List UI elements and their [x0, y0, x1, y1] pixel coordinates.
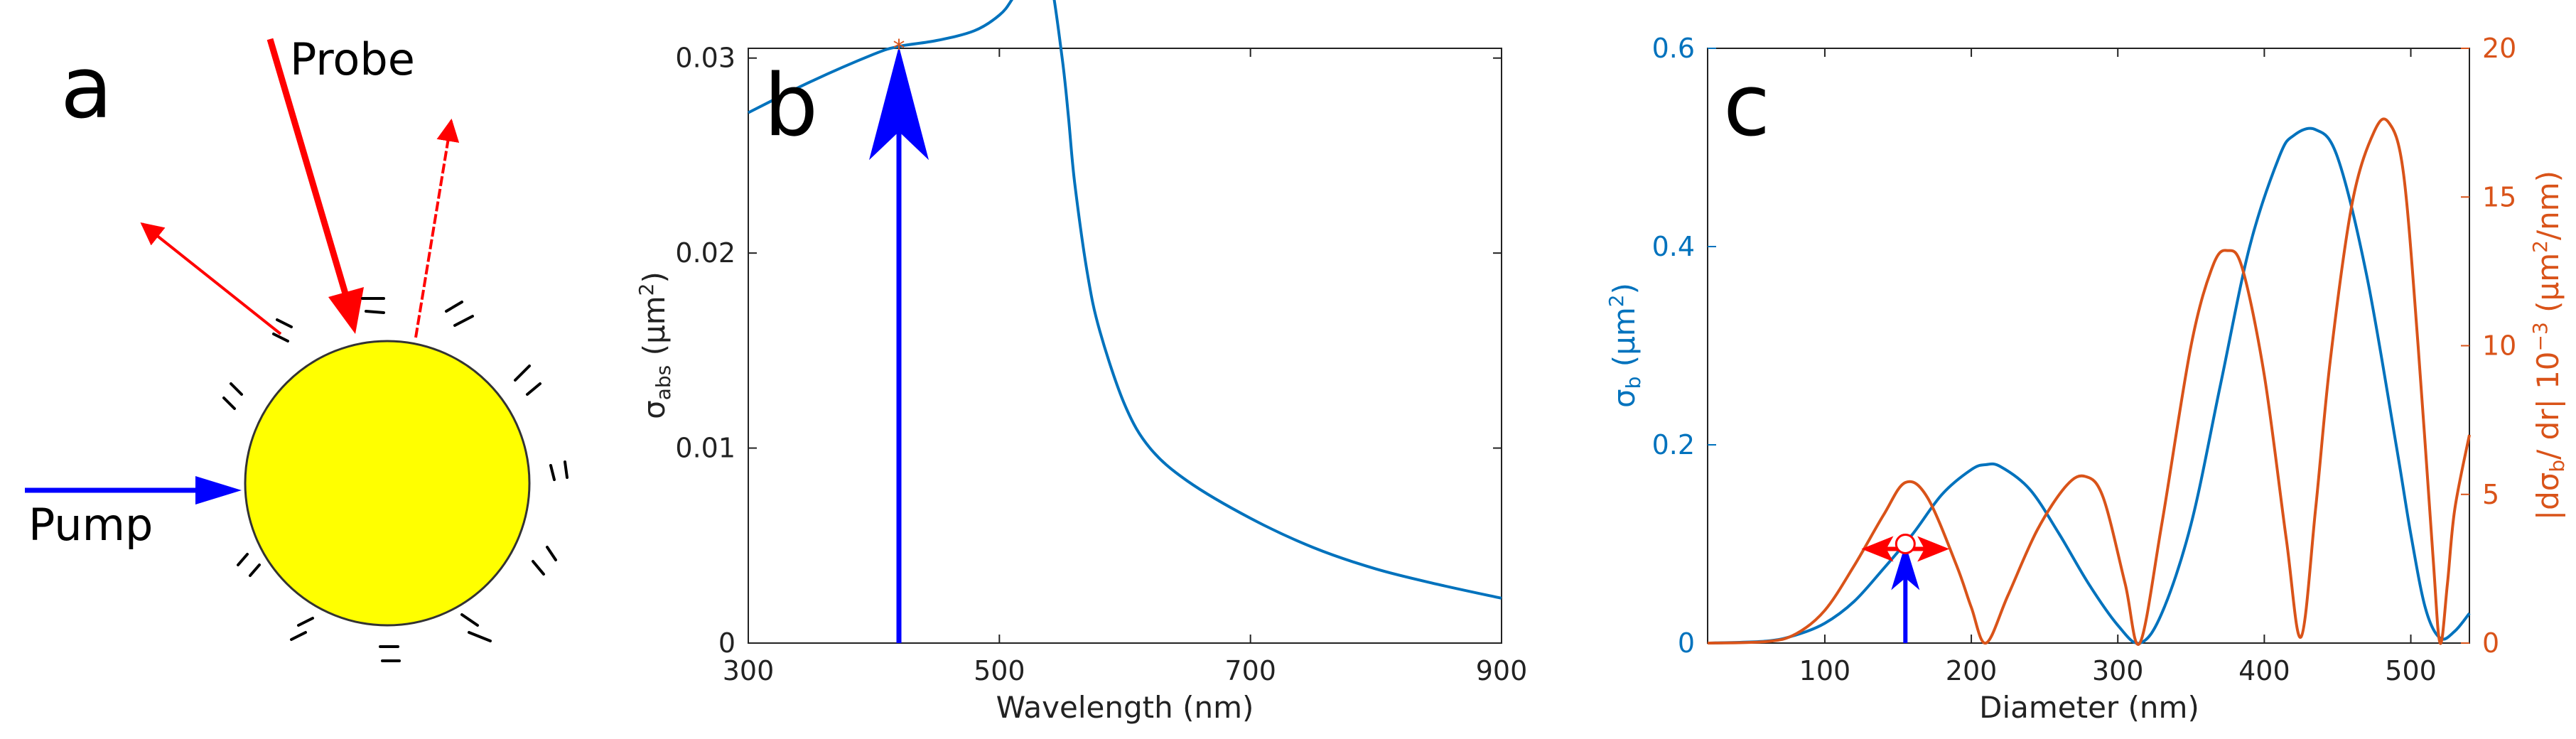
resonance-marker: *	[893, 34, 905, 63]
panel-b-ylabel: σabs (μm2)	[635, 271, 675, 419]
panel-b-xtick-label: 700	[1224, 655, 1276, 686]
panel-c-ytick-label-left: 0.2	[1652, 429, 1695, 460]
panel-a-letter: a	[60, 39, 113, 138]
pump-label: Pump	[28, 499, 153, 551]
reflected-ray-left	[140, 222, 282, 335]
panel-c-letter: c	[1723, 57, 1770, 156]
panel-c-axes: 100 200 300 400 500 0 0.2 0.4 0.6 0 5 10 15 20	[1652, 33, 2517, 686]
panel-b-xtick-label: 500	[974, 655, 1025, 686]
panel-b-plot-frame	[748, 48, 1502, 644]
panel-c-xtick-label: 300	[2092, 655, 2144, 686]
panel-c-xtick-label: 500	[2385, 655, 2437, 686]
size-distribution-arrow-head-right	[1917, 536, 1950, 562]
panel-b-axes: 300 500 700 900 0 0.01 0.02 0.03	[675, 43, 1527, 686]
probe-wavelength-arrow	[869, 46, 929, 643]
absorption-curve	[748, 0, 1502, 600]
panel-c-ytick-label-right: 0	[2482, 627, 2499, 659]
diameter-arrow-head	[1891, 544, 1920, 590]
panel-c-xtick-label: 400	[2238, 655, 2290, 686]
probe-arrow-shaft	[266, 38, 350, 300]
panel-b-ytick-label: 0.02	[675, 237, 735, 269]
panel-b-xtick-label: 900	[1476, 655, 1528, 686]
vibration-marks	[222, 297, 568, 662]
size-distribution-arrow-head-left	[1861, 536, 1894, 562]
panel-b-ytick-label: 0	[718, 627, 735, 659]
panel-c-annotations	[1861, 534, 1950, 643]
panel-c-xtick-label: 200	[1946, 655, 1998, 686]
panel-a: a Probe	[25, 33, 568, 662]
panel-c: 100 200 300 400 500 0 0.2 0.4 0.6 0 5 10 15 20 c Diam…	[1605, 33, 2569, 725]
panel-c-plot-frame	[1707, 48, 2470, 644]
panel-b-xtick-label: 300	[723, 655, 775, 686]
panel-c-ytick-label-right: 15	[2482, 181, 2516, 212]
panel-c-xtick-label: 100	[1799, 655, 1851, 686]
panel-c-ytick-label-right: 10	[2482, 330, 2516, 362]
panel-b-letter: b	[764, 57, 818, 156]
probe-arrow-head	[328, 287, 364, 334]
pump-arrow-head	[195, 476, 242, 505]
panel-c-ytick-label-left: 0	[1678, 627, 1695, 659]
derivative-curve	[1707, 117, 2471, 646]
panel-c-xlabel: Diameter (nm)	[1979, 690, 2199, 725]
panel-b-ytick-label: 0.03	[675, 43, 735, 74]
panel-c-ytick-label-right: 5	[2482, 479, 2499, 510]
probe-wavelength-arrow-head	[869, 46, 929, 161]
panel-c-ylabel-right: |dσb/ dr| 10−3 (μm2/nm)	[2528, 171, 2569, 520]
probe-label: Probe	[290, 33, 415, 85]
nanoparticle-sphere	[244, 340, 531, 627]
panel-b-ytick-label: 0.01	[675, 433, 735, 464]
size-marker-circle	[1895, 534, 1916, 554]
panel-b: 300 500 700 900 0 0.01 0.02 0.03 * b Wavelength…	[635, 0, 1527, 725]
panel-b-xlabel: Wavelength (nm)	[996, 690, 1254, 725]
reflected-ray-right	[414, 118, 460, 338]
panel-c-ytick-label-left: 0.6	[1652, 33, 1695, 64]
sigma-b-curve	[1707, 126, 2471, 645]
panel-c-ytick-label-right: 20	[2482, 33, 2516, 64]
panel-c-ylabel-left: σb (μm2)	[1605, 283, 1645, 408]
panel-c-ytick-label-left: 0.4	[1652, 231, 1695, 262]
